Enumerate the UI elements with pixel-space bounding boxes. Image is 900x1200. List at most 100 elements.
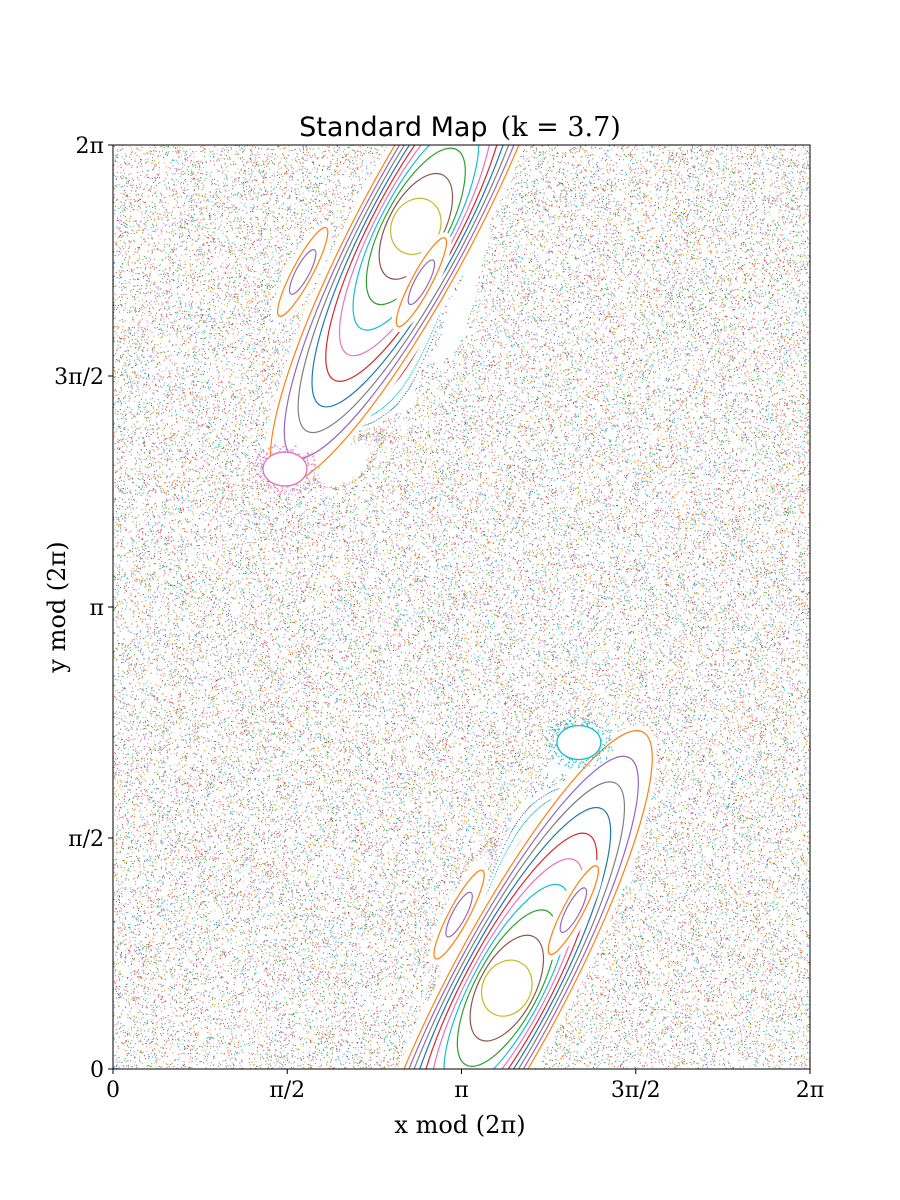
bubble-point [256, 473, 258, 475]
bubble-point [558, 729, 560, 731]
bubble-point [292, 488, 294, 490]
y-axis-ticks: 0 π/2 π 3π/2 2π [54, 134, 113, 1083]
bubble-point [574, 716, 576, 719]
bubble-point [257, 456, 259, 458]
bubble-point [292, 490, 294, 492]
bubble-point [315, 464, 317, 466]
bubble-point [311, 452, 313, 454]
bubble-point [581, 723, 583, 725]
bubble-point [549, 746, 551, 748]
bubble-point [556, 752, 558, 755]
bubble-point [306, 483, 308, 485]
island-core [391, 232, 452, 333]
bubble-point [606, 737, 608, 739]
bubble-point [303, 488, 306, 490]
bubble-point [260, 471, 262, 473]
bubble-point [591, 721, 593, 723]
bubble-point [265, 457, 267, 460]
bubble-point [585, 759, 588, 762]
bubble-point [317, 474, 319, 476]
bubble-point [256, 456, 258, 458]
bubble-point [304, 457, 306, 459]
orbit-curve [547, 865, 600, 956]
bubble-point [273, 484, 275, 487]
bubble-point [558, 756, 560, 758]
bubble-point [270, 446, 272, 448]
bubble-point [297, 453, 299, 455]
bubble-point [569, 720, 571, 723]
bubble-point [572, 763, 574, 765]
bubble-point [313, 472, 315, 474]
bubble-point [606, 731, 608, 733]
bubble-point [307, 460, 309, 462]
bubble-point [299, 453, 301, 455]
bubble-point [608, 747, 610, 749]
orbit-curve [469, 934, 545, 1042]
bubble-point [569, 758, 571, 761]
bubble-point [260, 476, 262, 478]
bubble-point [269, 484, 271, 486]
bubble-point [573, 718, 575, 720]
bubble-point [608, 738, 610, 740]
bubble-point [279, 448, 281, 450]
bubble-point [315, 478, 317, 480]
tick-label: π [454, 1078, 468, 1103]
bubble-point [310, 463, 312, 465]
bubble-point [610, 739, 612, 741]
bubble-point [562, 758, 564, 760]
bubble-point [309, 484, 311, 486]
bubble-point [565, 723, 567, 725]
bubble-point [274, 491, 276, 494]
bubble-point [584, 763, 586, 765]
bubble-point [554, 752, 557, 754]
bubble-point [306, 476, 308, 478]
bubble-point [581, 761, 583, 763]
bubble-point [601, 739, 603, 742]
bubble-point [291, 449, 293, 452]
orbit-curve [311, 145, 521, 408]
bubble-island [262, 451, 308, 487]
tick-label: 0 [90, 1058, 104, 1083]
bubble-point [555, 754, 557, 756]
y-axis-label: y mod (2π) [43, 541, 71, 673]
bubble-point [284, 493, 286, 495]
bubble-point [302, 456, 304, 458]
bubble-point [600, 761, 602, 763]
bubble-point [305, 456, 308, 458]
bubble-point [288, 486, 290, 488]
bubble-point [313, 479, 315, 482]
bubble-point [582, 719, 584, 721]
bubble-point [292, 449, 294, 451]
bubble-point [266, 452, 269, 454]
bubble-point [555, 724, 557, 726]
orbit-curve [433, 869, 485, 960]
bubble-point [551, 755, 553, 757]
bubble-point [572, 716, 574, 718]
bubble-point [279, 491, 281, 493]
bubble-point [552, 756, 554, 758]
orbit-curve [402, 806, 612, 1069]
bubble-point [251, 469, 253, 471]
bubble-point [311, 469, 313, 471]
bubble-point [281, 488, 283, 490]
bubble-point [549, 742, 551, 744]
tick-label: π [90, 596, 104, 621]
bubble-point [294, 445, 296, 447]
tick-label: π/2 [68, 827, 104, 852]
bubble-point [261, 466, 263, 468]
bubble-point [276, 490, 278, 492]
bubble-point [259, 455, 261, 457]
bubble-point [260, 483, 262, 485]
orbit-curve [416, 832, 598, 1069]
bubble-point [567, 723, 569, 725]
bubble-point [554, 751, 556, 753]
bubble-point [599, 752, 601, 754]
bubble-point [569, 767, 571, 769]
bubble-point [257, 474, 259, 476]
bubble-point [551, 738, 553, 740]
bubble-point [299, 489, 301, 491]
island-core [429, 864, 489, 965]
bubble-point [560, 721, 562, 723]
bubble-point [306, 487, 308, 489]
bubble-point [261, 456, 264, 459]
